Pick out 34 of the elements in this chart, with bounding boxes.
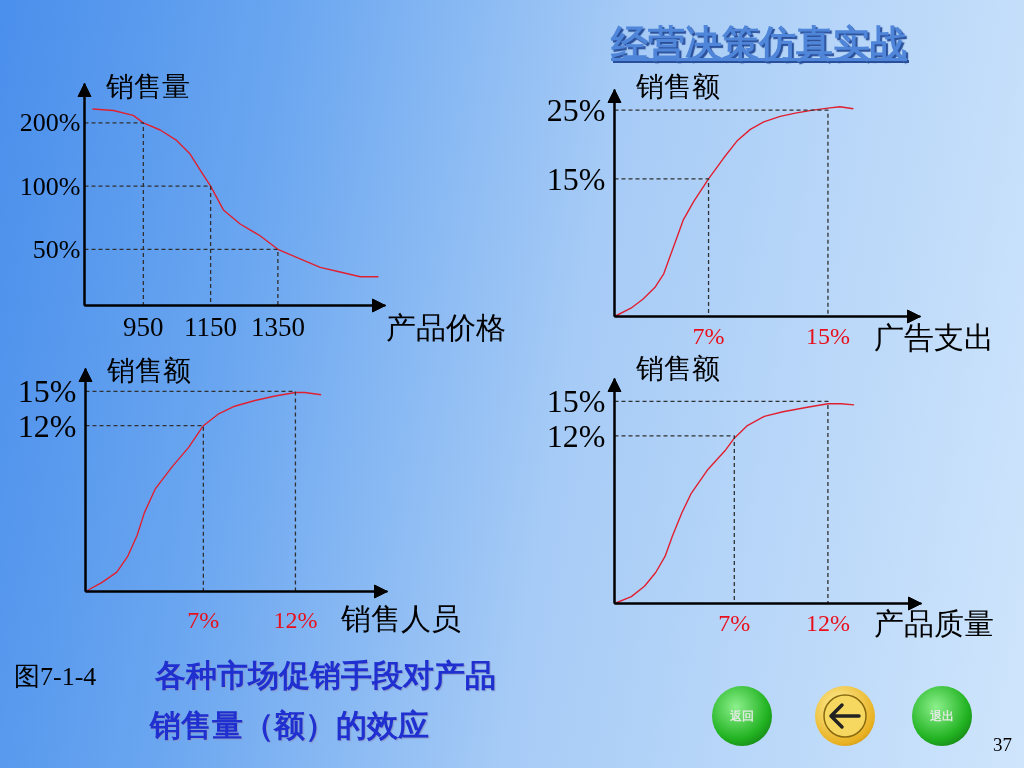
y-axis-title: 销售额: [634, 352, 720, 385]
x-tick-label: 15%: [805, 322, 850, 349]
y-tick-label: 200%: [19, 108, 81, 138]
x-tick-label: 12%: [273, 606, 318, 633]
x-tick-label: 950: [123, 311, 164, 342]
text: 销售量（额）的效应: [150, 706, 429, 745]
y-tick-label: 50%: [32, 234, 81, 264]
text: 返回: [730, 707, 754, 725]
y-tick-label: 12%: [17, 407, 77, 444]
text: 各种市场促销手段对产品: [155, 656, 496, 695]
y-axis-title: 销售额: [634, 70, 720, 103]
x-axis-title: 销售人员: [339, 601, 461, 636]
x-tick-label: 7%: [187, 606, 220, 633]
y-tick-label: 25%: [546, 92, 606, 129]
x-tick-label: 1150: [184, 311, 238, 342]
x-tick-label: 12%: [805, 609, 850, 636]
x-axis-title: 广告支出: [873, 320, 994, 355]
x-tick-label: 7%: [718, 609, 751, 636]
y-tick-label: 15%: [17, 373, 77, 410]
y-tick-label: 100%: [19, 171, 81, 201]
y-tick-label: 12%: [546, 417, 606, 454]
x-axis-title: 产品价格: [385, 310, 506, 345]
y-tick-label: 15%: [546, 383, 606, 420]
text: 37: [993, 734, 1012, 756]
line-series: [91, 108, 380, 278]
x-tick-label: 7%: [692, 322, 725, 349]
text: 经营决策仿真实战: [611, 21, 907, 67]
caption: 图7-1-4: [14, 660, 97, 693]
x-axis-title: 产品质量: [873, 606, 994, 641]
y-axis-title: 销售量: [104, 70, 190, 103]
x-tick-label: 1350: [250, 311, 305, 342]
y-tick-label: 15%: [546, 160, 606, 197]
y-axis-title: 销售额: [105, 354, 191, 387]
text: 退出: [930, 707, 954, 725]
